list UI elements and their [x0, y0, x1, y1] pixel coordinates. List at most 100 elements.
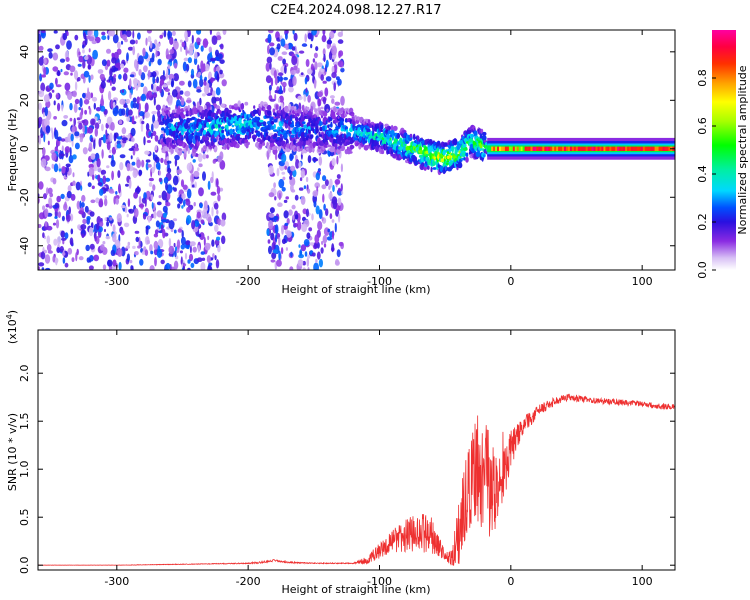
spectrogram-noise-cell	[171, 30, 176, 36]
spectrogram-noise-cell	[132, 169, 138, 179]
spectrogram-ridge-cell	[165, 128, 170, 136]
spectrogram-noise-cell	[298, 161, 302, 169]
spectrogram-noise-cell	[57, 211, 62, 219]
colorbar-tick-label: 0.8	[696, 69, 709, 87]
spectrogram-noise-cell	[187, 259, 191, 264]
spectrogram-tone-core	[615, 146, 618, 151]
spectrogram-noise-cell	[78, 55, 84, 63]
spectrogram-ridge-cell	[229, 128, 234, 136]
spectrogram-tone-core	[650, 146, 653, 151]
spectrogram-noise-cell	[130, 127, 136, 137]
spectrogram-ridge-cell	[280, 133, 282, 139]
spectrogram-noise-cell	[188, 253, 194, 262]
spectrogram-noise-cell	[331, 219, 335, 223]
spectrogram-noise-cell	[191, 34, 194, 44]
spectrogram-noise-cell	[324, 179, 329, 187]
spectrogram-noise-cell	[111, 57, 117, 64]
spectrogram-noise-cell	[69, 65, 76, 73]
spectrogram-noise-cell	[79, 136, 84, 143]
spectrogram-ridge-cell	[283, 133, 288, 139]
spectrogram-noise-cell	[93, 102, 97, 110]
spectrogram-noise-cell	[112, 233, 117, 243]
spectrogram-noise-cell	[91, 40, 97, 45]
spectrogram-noise-cell	[121, 127, 127, 135]
snr-y-label: SNR (10 * v/v)	[6, 413, 19, 491]
y-tick-label: 0.0	[18, 556, 31, 574]
spectrogram-noise-cell	[269, 98, 276, 102]
spectrogram-noise-cell	[105, 129, 108, 139]
spectrogram-noise-cell	[277, 56, 283, 61]
spectrogram-noise-cell	[273, 215, 279, 221]
spectrogram-noise-cell	[336, 155, 339, 165]
spectrogram-noise-cell	[212, 90, 216, 98]
spectrogram-noise-cell	[129, 259, 133, 264]
spectrogram-noise-cell	[293, 222, 298, 228]
spectrogram-noise-cell	[64, 262, 69, 268]
spectrogram-tone-core	[534, 146, 537, 151]
spectrogram-noise-cell	[155, 220, 160, 228]
spectrogram-noise-cell	[200, 251, 205, 255]
spectrogram-noise-cell	[340, 183, 343, 192]
spectrogram-noise-cell	[154, 156, 160, 164]
spectrogram-noise-cell	[97, 69, 104, 74]
spectrogram-noise-cell	[329, 213, 333, 220]
spectrogram-noise-cell	[177, 228, 183, 233]
spectrogram-noise-cell	[163, 30, 167, 38]
spectrogram-noise-cell	[144, 150, 150, 155]
spectrogram-ridge-cell	[259, 119, 264, 123]
spectrogram-noise-cell	[204, 40, 209, 46]
spectrogram-noise-cell	[79, 97, 83, 108]
spectrogram-noise-cell	[304, 33, 308, 43]
spectrogram-ridge-cell	[238, 117, 242, 125]
spectrogram-noise-cell	[334, 101, 341, 106]
spectrogram-marks	[38, 30, 675, 270]
spectrogram-noise-cell	[293, 32, 298, 42]
spectrogram-noise-cell	[120, 230, 125, 236]
spectrogram-noise-cell	[129, 39, 136, 45]
spectrogram-tone-core	[518, 146, 521, 151]
spectrogram-noise-cell	[137, 55, 144, 65]
spectrogram-noise-cell	[337, 78, 342, 86]
spectrogram-noise-cell	[318, 258, 323, 268]
spectrogram-noise-cell	[44, 106, 48, 117]
spectrogram-noise-cell	[157, 58, 162, 66]
spectrogram-noise-cell	[152, 184, 156, 191]
spectrogram-noise-cell	[210, 77, 214, 84]
spectrogram-ridge-cell	[432, 167, 437, 170]
spectrogram-noise-cell	[114, 195, 120, 200]
spectrogram-noise-cell	[281, 153, 287, 163]
spectrogram-x-label: Height of straight line (km)	[281, 283, 430, 296]
spectrogram-noise-cell	[314, 61, 318, 71]
spectrogram-noise-cell	[323, 203, 326, 211]
spectrogram-noise-cell	[283, 86, 286, 93]
spectrogram-noise-cell	[136, 159, 142, 169]
spectrogram-noise-cell	[131, 265, 134, 270]
spectrogram-noise-cell	[221, 79, 227, 87]
spectrogram-noise-cell	[266, 228, 270, 236]
spectrogram-noise-cell	[328, 192, 333, 200]
spectrogram-noise-cell	[42, 205, 46, 211]
spectrogram-noise-cell	[186, 188, 192, 199]
spectrogram-noise-cell	[74, 34, 79, 41]
spectrogram-noise-cell	[289, 266, 294, 270]
spectrogram-noise-cell	[51, 89, 55, 93]
spectrogram-ridge-cell	[215, 131, 220, 136]
spectrogram-noise-cell	[38, 116, 43, 125]
spectrogram-ridge-cell	[378, 131, 381, 136]
spectrogram-noise-cell	[203, 236, 206, 247]
spectrogram-noise-cell	[200, 45, 204, 52]
spectrogram-noise-cell	[269, 207, 275, 214]
spectrogram-tone-core	[577, 146, 580, 151]
spectrogram-noise-cell	[99, 221, 104, 227]
spectrogram-noise-cell	[90, 153, 96, 160]
spectrogram-noise-cell	[140, 72, 146, 81]
spectrogram-noise-cell	[200, 219, 205, 225]
spectrogram-tone-core	[522, 146, 525, 151]
spectrogram-noise-cell	[62, 257, 66, 264]
spectrogram-ridge-cell	[337, 116, 340, 119]
spectrogram-ridge-cell	[273, 124, 276, 129]
spectrogram-noise-cell	[115, 191, 118, 195]
spectrogram-noise-cell	[278, 192, 281, 201]
